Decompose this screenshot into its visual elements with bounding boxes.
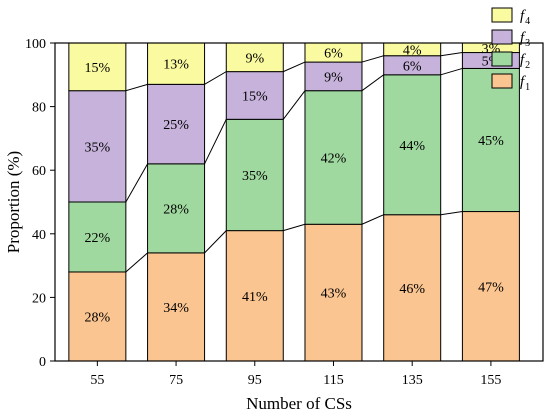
connector-line (125, 83, 148, 92)
y-tick-label: 40 (32, 228, 46, 243)
x-tick-label: 55 (90, 373, 104, 388)
data-label-f2-155: 45% (478, 134, 504, 149)
data-label-f1-135: 46% (399, 282, 425, 297)
connector-line (283, 61, 306, 73)
connector-line (361, 74, 384, 92)
bar-segment-f2-155 (461, 67, 520, 213)
data-label-f4-95: 9% (245, 51, 264, 66)
data-label-f4-115: 6% (324, 47, 343, 62)
bar-segment-f1-115 (304, 223, 363, 362)
data-label-f3-115: 9% (324, 70, 343, 85)
legend-swatch-f4 (491, 7, 513, 23)
y-tick-label: 20 (32, 291, 46, 306)
data-label-f3-55: 35% (85, 140, 111, 155)
data-label-f3-95: 15% (242, 89, 268, 104)
bar-stacks (68, 42, 520, 362)
legend-label-f3: f3 (520, 30, 530, 49)
y-axis-title: Proportion (%) (4, 151, 23, 253)
data-label-f4-55: 15% (85, 61, 111, 76)
data-label-f4-75: 13% (163, 58, 189, 73)
x-tick-label: 135 (402, 373, 423, 388)
legend-swatch-f2 (491, 51, 513, 67)
legend-label-f4: f4 (520, 8, 530, 27)
data-labels: 28% 22% 35% 15% 34% 28% 25% 13% 41% 35% 15% 9% 43% 42… (85, 42, 505, 326)
legend-label-f2: f2 (520, 52, 530, 71)
bar-segment-f1-95 (225, 230, 284, 362)
data-label-f1-115: 43% (321, 287, 347, 302)
bar-segment-f2-75 (147, 163, 206, 254)
plot-background (55, 43, 543, 361)
bar-segment-f1-155 (461, 211, 520, 362)
data-label-f1-75: 34% (163, 301, 189, 316)
connector-line (125, 163, 148, 203)
x-tick-label: 115 (323, 373, 343, 388)
data-label-f3-135: 6% (403, 59, 422, 74)
connector-line (282, 90, 306, 120)
connector-line (283, 223, 306, 232)
y-tick-label: 60 (32, 164, 46, 179)
data-label-f2-95: 35% (242, 169, 268, 184)
data-label-f3-75: 25% (163, 118, 189, 133)
legend-swatch-f1 (491, 73, 513, 89)
data-label-f1-55: 28% (85, 310, 111, 325)
x-tick-label: 75 (169, 373, 183, 388)
bar-segment-f4-95 (225, 42, 284, 73)
connector-line (361, 214, 384, 225)
bar-segment-f4-75 (147, 42, 206, 85)
x-tick-label: 95 (248, 373, 262, 388)
bar-segment-f2-115 (304, 90, 363, 225)
data-label-f2-115: 42% (321, 151, 347, 166)
data-label-f1-95: 41% (242, 290, 268, 305)
bar-segment-f1-55 (68, 271, 127, 362)
connector-line (440, 67, 463, 76)
connector-line (125, 252, 148, 273)
bar-segment-f3-115 (304, 61, 363, 92)
data-label-f2-55: 22% (85, 231, 111, 246)
x-tick-label: 155 (480, 373, 501, 388)
legend: f4 f3 f2 f1 (491, 7, 530, 93)
bar-segment-f4-55 (68, 42, 127, 92)
y-tick-label: 0 (39, 355, 46, 370)
connector-line (204, 119, 227, 165)
data-label-f2-135: 44% (399, 139, 425, 154)
data-label-f1-155: 47% (478, 280, 504, 295)
connector-line (361, 55, 384, 63)
connector-line (440, 52, 463, 57)
bar-segment-f3-55 (68, 90, 127, 203)
x-axis-title: Number of CSs (246, 394, 352, 413)
bar-segment-f2-135 (383, 74, 442, 216)
bar-segment-f3-75 (147, 83, 206, 165)
axes: 0 20 40 60 80 100 55 75 95 115 135 155 (25, 37, 544, 388)
legend-label-f1: f1 (520, 74, 530, 93)
plot-area (55, 43, 543, 361)
connector-line (204, 71, 227, 85)
connector-line (204, 230, 227, 254)
y-tick-label: 80 (32, 101, 46, 116)
bar-segment-f1-135 (383, 214, 442, 362)
bar-segment-f3-95 (225, 71, 284, 120)
plot-frame (54, 42, 544, 362)
data-label-f2-75: 28% (163, 202, 189, 217)
data-label-f4-135: 4% (403, 43, 422, 58)
legend-swatch-f3 (491, 29, 513, 45)
connector-lines (125, 42, 463, 273)
connector-line (440, 211, 463, 216)
y-tick-label: 100 (25, 37, 46, 52)
